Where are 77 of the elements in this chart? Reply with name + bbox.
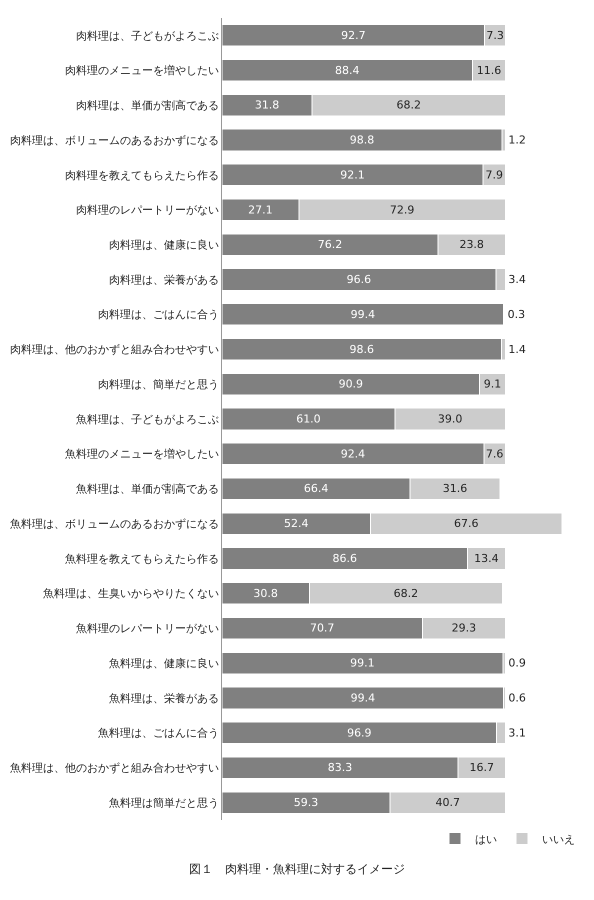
data-label: 92.7 xyxy=(341,28,366,42)
y-tick-label: 魚料理のレパートリーがない xyxy=(76,622,219,636)
bar xyxy=(222,303,504,326)
data-label: 98.8 xyxy=(350,134,374,147)
data-label: 59.3 xyxy=(294,796,318,810)
y-tick-label: 魚料理は、子どもがよろこぶ xyxy=(76,412,219,426)
data-label: 76.2 xyxy=(318,238,342,252)
bar xyxy=(222,128,503,152)
data-label: 7.6 xyxy=(486,447,504,460)
data-label: 3.4 xyxy=(508,273,526,286)
data-label: 31.8 xyxy=(254,98,280,112)
y-tick-label: 魚料理は、生臭いからやりたくない xyxy=(42,587,219,600)
y-tick-label: 魚料理は、ボリュームのあるおかずになる xyxy=(10,517,219,530)
y-tick-label: 魚料理は、健康に良い xyxy=(108,656,219,670)
y-tick-label: 魚料理は、栄養がある xyxy=(108,692,219,705)
data-label: 0.9 xyxy=(508,656,526,670)
data-label: 7.9 xyxy=(485,168,503,182)
data-label: 1.4 xyxy=(508,342,526,356)
text: 図１ 肉料理・魚料理に対するイメージ xyxy=(189,862,405,876)
data-label: 7.3 xyxy=(486,28,504,42)
data-label: 1.2 xyxy=(508,134,526,147)
y-tick-label: 肉料理は、子どもがよろこぶ xyxy=(76,29,219,42)
data-label: 31.6 xyxy=(442,482,468,496)
data-label: 39.0 xyxy=(438,412,462,426)
y-tick-label: 肉料理は、簡単だと思う xyxy=(98,378,219,391)
data-label: 68.2 xyxy=(394,586,418,600)
bar xyxy=(222,652,504,674)
data-label: 9.1 xyxy=(484,378,502,391)
y-tick-label: 肉料理は、単価が割高である xyxy=(76,99,219,112)
data-label: 13.4 xyxy=(474,552,499,565)
y-tick-label: 魚料理を教えてもらえたら作る xyxy=(64,552,219,566)
data-label: 52.4 xyxy=(284,517,309,530)
y-tick-label: 魚料理は、ごはんに合う xyxy=(98,726,219,740)
data-label: 29.3 xyxy=(452,622,476,635)
data-label: 66.4 xyxy=(304,482,328,496)
data-label: 90.9 xyxy=(338,378,364,391)
data-label: 67.6 xyxy=(454,517,479,530)
data-label: 99.4 xyxy=(350,308,376,321)
data-label: 0.6 xyxy=(508,691,526,704)
data-label: 96.9 xyxy=(347,726,372,740)
data-label: 99.4 xyxy=(350,691,376,704)
data-label: 96.6 xyxy=(346,273,372,286)
data-label: 61.0 xyxy=(296,412,321,426)
data-label: 92.1 xyxy=(340,168,365,182)
data-label: 92.4 xyxy=(340,447,366,460)
data-label: 99.1 xyxy=(350,656,375,670)
data-label: 3.1 xyxy=(508,726,526,740)
y-tick-label: 魚料理は簡単だと思う xyxy=(108,796,219,810)
y-tick-label: 魚料理は、他のおかずと組み合わせやすい xyxy=(10,762,219,775)
y-tick-label: 肉料理は、栄養がある xyxy=(108,273,219,286)
data-label: 30.8 xyxy=(253,586,278,600)
bar xyxy=(222,686,504,710)
legend-label: いいえ xyxy=(542,832,575,846)
y-tick-label: 肉料理は、他のおかずと組み合わせやすい xyxy=(10,343,219,356)
y-tick-label: 魚料理のメニューを増やしたい xyxy=(64,448,219,461)
data-label: 88.4 xyxy=(335,64,360,77)
data-label: 11.6 xyxy=(476,64,502,77)
bar xyxy=(222,338,502,361)
data-label: 83.3 xyxy=(328,761,352,774)
y-tick-label: 肉料理を教えてもらえたら作る xyxy=(64,168,219,182)
y-tick-label: 肉料理のレパートリーがない xyxy=(76,204,219,217)
data-label: 98.6 xyxy=(349,342,374,356)
y-tick-label: 肉料理は、ごはんに合う xyxy=(98,308,219,322)
data-label: 70.7 xyxy=(310,622,334,635)
data-label: 0.3 xyxy=(508,308,526,321)
y-tick-label: 肉料理は、ボリュームのあるおかずになる xyxy=(10,134,219,147)
data-label: 40.7 xyxy=(435,796,460,810)
data-label: 16.7 xyxy=(470,761,494,774)
data-label: 23.8 xyxy=(459,238,484,252)
data-label: 68.2 xyxy=(396,98,422,112)
y-tick-label: 肉料理のメニューを増やしたい xyxy=(64,64,219,78)
data-label: 86.6 xyxy=(332,552,357,565)
data-label: 27.1 xyxy=(248,203,273,216)
y-tick-label: 魚料理は、単価が割高である xyxy=(76,482,219,496)
data-label: 72.9 xyxy=(390,203,414,216)
y-tick-label: 肉料理は、健康に良い xyxy=(108,238,219,252)
legend-label: はい xyxy=(475,832,497,846)
